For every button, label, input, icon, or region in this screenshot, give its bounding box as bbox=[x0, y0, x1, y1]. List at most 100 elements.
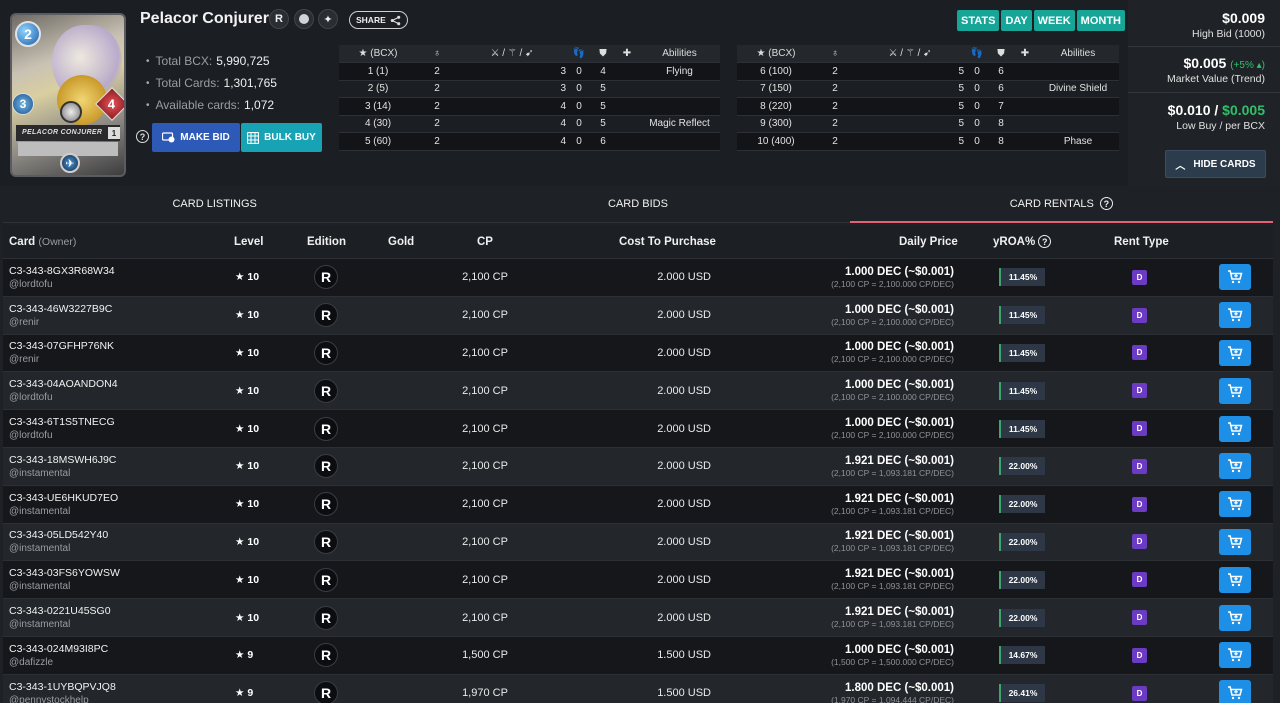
card-id[interactable]: C3-343-UE6HKUD7EO bbox=[9, 491, 119, 504]
help-icon[interactable]: ? bbox=[1038, 235, 1052, 248]
table-row[interactable]: C3-343-8GX3R68W34 @lordtofu ★ 10 R 2,100 … bbox=[3, 258, 1273, 296]
rent-cart-button[interactable] bbox=[1219, 302, 1251, 329]
col-edition[interactable]: Edition bbox=[307, 235, 346, 248]
col-yroa[interactable]: yROA%? bbox=[993, 235, 1052, 248]
col-rent-type[interactable]: Rent Type bbox=[1114, 235, 1169, 248]
rent-cart-button[interactable] bbox=[1219, 453, 1251, 480]
card-owner[interactable]: @instamental bbox=[9, 505, 71, 517]
table-row[interactable]: C3-343-04AOANDON4 @lordtofu ★ 10 R 2,100 … bbox=[3, 371, 1273, 410]
edition-icon: R bbox=[314, 303, 338, 328]
yroa-badge: 22.00% bbox=[999, 532, 1045, 551]
help-icon[interactable]: ? bbox=[1099, 197, 1113, 210]
day-button[interactable]: DAY bbox=[1001, 10, 1032, 31]
star-icon: ★ bbox=[235, 687, 245, 700]
card-cell: C3-343-04AOANDON4 @lordtofu bbox=[9, 378, 118, 403]
card-id[interactable]: C3-343-0221U45SG0 bbox=[9, 605, 111, 618]
rent-cart-button[interactable] bbox=[1219, 491, 1251, 518]
card-cell: C3-343-6T1S5TNECG @lordtofu bbox=[9, 416, 115, 441]
make-bid-button[interactable]: MAKE BID bbox=[152, 123, 240, 152]
star-icon: ★ bbox=[235, 384, 245, 397]
attack-type-icon bbox=[60, 101, 82, 123]
card-owner[interactable]: @pennystockhelp bbox=[9, 694, 89, 703]
cart-icon bbox=[1228, 573, 1243, 586]
card-owner[interactable]: @lordtofu bbox=[9, 278, 53, 290]
hide-cards-button[interactable]: ︿ HIDE CARDS bbox=[1165, 150, 1266, 178]
card-id[interactable]: C3-343-8GX3R68W34 bbox=[9, 264, 115, 277]
rent-cart-button[interactable] bbox=[1219, 377, 1251, 404]
col-level[interactable]: Level bbox=[234, 235, 264, 248]
card-id[interactable]: C3-343-1UYBQPVJQ8 bbox=[9, 680, 116, 693]
col-card[interactable]: Card (Owner) bbox=[9, 235, 77, 248]
table-row[interactable]: C3-343-UE6HKUD7EO @instamental ★ 10 R 2,1… bbox=[3, 484, 1273, 523]
table-row[interactable]: C3-343-07GFHP76NK @renir ★ 10 R 2,100 CP … bbox=[3, 333, 1273, 372]
cost-value: 2.000 USD bbox=[657, 271, 711, 284]
card-id[interactable]: C3-343-07GFHP76NK bbox=[9, 340, 115, 353]
card-id[interactable]: C3-343-46W3227B9C bbox=[9, 302, 113, 315]
table-row[interactable]: C3-343-46W3227B9C @renir ★ 10 R 2,100 CP … bbox=[3, 295, 1273, 334]
card-owner[interactable]: @instamental bbox=[9, 619, 71, 631]
tab-card-rentals[interactable]: CARD RENTALS? bbox=[849, 186, 1273, 223]
card-id[interactable]: C3-343-03FS6YOWSW bbox=[9, 567, 120, 580]
low-buy-value: $0.010 / bbox=[1167, 102, 1219, 118]
rent-cart-button[interactable] bbox=[1219, 415, 1251, 442]
card-owner[interactable]: @lordtofu bbox=[9, 392, 53, 404]
card-owner[interactable]: @renir bbox=[9, 316, 40, 328]
cart-icon bbox=[1228, 308, 1243, 322]
daily-price: 1.800 DEC (~$0.001) (1,970 CP = 1,094.44… bbox=[704, 682, 954, 703]
market-value: $0.005 (+5% ▴) Market Value (Trend) bbox=[1167, 55, 1265, 85]
help-icon[interactable]: ? bbox=[136, 130, 149, 143]
week-button[interactable]: WEEK bbox=[1033, 10, 1075, 31]
bulk-buy-button[interactable]: BULK BUY bbox=[241, 123, 322, 152]
card-id[interactable]: C3-343-024M93I8PC bbox=[9, 642, 109, 655]
tab-card-bids[interactable]: CARD BIDS bbox=[426, 186, 850, 223]
rent-cart-button[interactable] bbox=[1219, 339, 1251, 366]
rent-cart-button[interactable] bbox=[1219, 566, 1251, 593]
card-id[interactable]: C3-343-04AOANDON4 bbox=[9, 378, 118, 391]
rent-cart-button[interactable] bbox=[1219, 528, 1251, 555]
card-cell: C3-343-UE6HKUD7EO @instamental bbox=[9, 492, 118, 517]
rent-cart-button[interactable] bbox=[1219, 642, 1251, 669]
daily-price-dec: 1.921 DEC (~$0.001) bbox=[845, 454, 954, 467]
col-daily-price[interactable]: Daily Price bbox=[899, 235, 958, 248]
table-row[interactable]: C3-343-6T1S5TNECG @lordtofu ★ 10 R 2,100 … bbox=[3, 409, 1273, 447]
level-cell: ★ 10 bbox=[235, 536, 259, 548]
rent-type-daily-badge: D bbox=[1132, 610, 1147, 626]
cp-value: 2,100 CP bbox=[462, 271, 508, 284]
card-id[interactable]: C3-343-6T1S5TNECG bbox=[9, 416, 115, 429]
cp-value: 2,100 CP bbox=[462, 422, 508, 435]
high-bid-value: $0.009 bbox=[1222, 10, 1265, 26]
cost-value: 2.000 USD bbox=[657, 535, 711, 548]
table-row[interactable]: C3-343-03FS6YOWSW @instamental ★ 10 R 2,1… bbox=[3, 560, 1273, 599]
yroa-badge: 11.45% bbox=[999, 419, 1045, 438]
card-owner[interactable]: @lordtofu bbox=[9, 430, 53, 442]
share-button[interactable]: SHARE bbox=[349, 11, 408, 29]
level-cell: ★ 10 bbox=[235, 574, 259, 586]
card-owner[interactable]: @instamental bbox=[9, 543, 71, 555]
card-id[interactable]: C3-343-05LD542Y40 bbox=[9, 529, 109, 542]
table-row[interactable]: C3-343-18MSWH6J9C @instamental ★ 10 R 2,1… bbox=[3, 446, 1273, 485]
rent-cart-button[interactable] bbox=[1219, 264, 1251, 291]
daily-price-rate: (2,100 CP = 1,093.181 CP/DEC) bbox=[831, 543, 954, 554]
rent-cart-button[interactable] bbox=[1219, 604, 1251, 631]
table-row[interactable]: C3-343-05LD542Y40 @instamental ★ 10 R 2,1… bbox=[3, 522, 1273, 561]
month-button[interactable]: MONTH bbox=[1076, 10, 1125, 31]
col-cp[interactable]: CP bbox=[477, 235, 493, 248]
col-gold[interactable]: Gold bbox=[388, 235, 415, 248]
stats-button[interactable]: STATS bbox=[957, 10, 1000, 31]
card-owner[interactable]: @instamental bbox=[9, 581, 71, 593]
table-row[interactable]: C3-343-1UYBQPVJQ8 @pennystockhelp ★ 9 R 1… bbox=[3, 673, 1273, 703]
cp-value: 2,100 CP bbox=[462, 611, 508, 624]
rent-cart-button[interactable] bbox=[1219, 680, 1251, 703]
card-image[interactable]: 2 3 4 PELACOR CONJURER 1 ✈ bbox=[10, 13, 126, 177]
card-owner[interactable]: @instamental bbox=[9, 467, 71, 479]
col-cost[interactable]: Cost To Purchase bbox=[619, 235, 716, 248]
card-id[interactable]: C3-343-18MSWH6J9C bbox=[9, 453, 117, 466]
card-owner[interactable]: @dafizzle bbox=[9, 656, 54, 668]
card-cell: C3-343-05LD542Y40 @instamental bbox=[9, 529, 108, 554]
chevron-up-icon: ︿ bbox=[1175, 160, 1186, 172]
table-row[interactable]: C3-343-0221U45SG0 @instamental ★ 10 R 2,1… bbox=[3, 598, 1273, 636]
tab-card-listings[interactable]: CARD LISTINGS bbox=[3, 186, 427, 223]
table-row[interactable]: C3-343-024M93I8PC @dafizzle ★ 9 R 1,500 C… bbox=[3, 635, 1273, 674]
card-owner[interactable]: @renir bbox=[9, 354, 40, 366]
level-value: 10 bbox=[247, 573, 260, 586]
